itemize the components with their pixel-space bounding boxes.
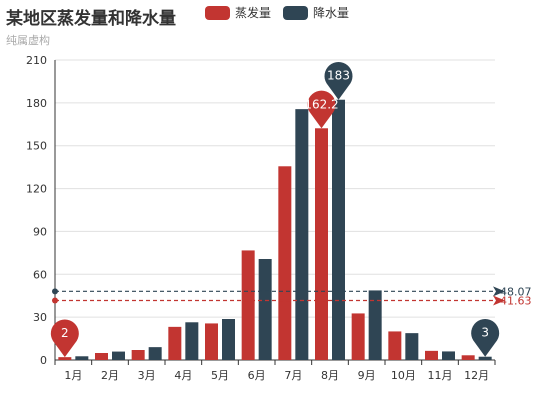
bar-evaporation (58, 357, 72, 360)
bar-precipitation (332, 99, 345, 360)
x-tick-label: 6月 (248, 369, 266, 382)
legend-label-precipitation: 降水量 (313, 6, 350, 20)
bar-evaporation (315, 128, 328, 360)
y-tick-label: 120 (26, 183, 47, 196)
min-pin-evaporation-shape (50, 319, 79, 358)
bar-precipitation (148, 347, 162, 360)
min-pin-precipitation-shape (471, 319, 500, 357)
min-pin-evaporation-label: 2 (61, 326, 69, 340)
y-tick-label: 180 (26, 97, 47, 110)
bar-precipitation (112, 351, 125, 360)
bar-evaporation (461, 355, 475, 360)
bar-evaporation (351, 313, 365, 360)
average-label-evaporation: 41.63 (500, 295, 532, 308)
x-tick-label: 10月 (391, 369, 416, 382)
bar-evaporation (131, 350, 145, 360)
y-tick-label: 0 (40, 354, 47, 367)
chart-subtitle: 纯属虚构 (6, 34, 50, 47)
y-tick-label: 60 (33, 268, 47, 281)
y-tick-label: 90 (33, 225, 47, 238)
x-tick-label: 5月 (211, 369, 229, 382)
bar-evaporation (95, 353, 108, 360)
y-tick-label: 150 (26, 140, 47, 153)
x-tick-label: 1月 (64, 369, 82, 382)
bar-precipitation (405, 333, 419, 360)
bar-evaporation (241, 250, 255, 360)
min-pin-precipitation-label: 3 (481, 326, 489, 340)
legend-item-evaporation[interactable]: 蒸发量 (205, 4, 271, 21)
chart-title: 某地区蒸发量和降水量 (6, 9, 176, 29)
legend-swatch-precipitation (283, 5, 309, 20)
max-pin-evaporation-shape (307, 90, 336, 129)
y-tick-label: 210 (26, 54, 47, 67)
x-tick-label: 2月 (101, 369, 119, 382)
bar-evaporation (205, 323, 218, 360)
max-pin-precipitation-shape (324, 62, 353, 100)
x-tick-label: 11月 (428, 369, 453, 382)
bar-evaporation (425, 350, 438, 360)
bar-precipitation (442, 351, 455, 360)
legend-swatch-evaporation (205, 5, 230, 20)
average-arrow-evaporation (493, 295, 505, 306)
legend: 蒸发量 降水量 (205, 4, 349, 21)
average-label-precipitation: 48.07 (500, 285, 532, 298)
min-pin-precipitation: 3 (471, 319, 500, 357)
max-pin-evaporation-label: 162.2 (304, 97, 338, 111)
x-tick-label: 12月 (464, 369, 489, 382)
x-tick-label: 8月 (321, 369, 339, 382)
bar-evaporation (168, 326, 182, 360)
max-pin-evaporation: 162.2 (304, 90, 339, 129)
bar-precipitation (295, 109, 309, 361)
x-tick-label: 4月 (174, 369, 192, 382)
bar-precipitation (75, 356, 89, 360)
x-tick-label: 7月 (284, 369, 302, 382)
x-tick-label: 3月 (138, 369, 156, 382)
x-tick-label: 9月 (358, 369, 376, 382)
y-tick-label: 30 (33, 311, 47, 324)
legend-item-precipitation[interactable]: 降水量 (283, 4, 349, 21)
bar-precipitation (368, 290, 382, 360)
bar-precipitation (258, 259, 272, 360)
average-arrow-precipitation (493, 286, 505, 297)
bar-evaporation (278, 166, 292, 360)
max-pin-precipitation-label: 183 (327, 69, 350, 83)
bar-precipitation (478, 356, 492, 360)
bar-precipitation (222, 319, 235, 360)
bar-precipitation (185, 322, 199, 360)
bar-evaporation (388, 331, 402, 360)
legend-label-evaporation: 蒸发量 (235, 6, 272, 20)
min-pin-evaporation: 2 (50, 319, 79, 358)
max-pin-precipitation: 183 (324, 62, 353, 100)
